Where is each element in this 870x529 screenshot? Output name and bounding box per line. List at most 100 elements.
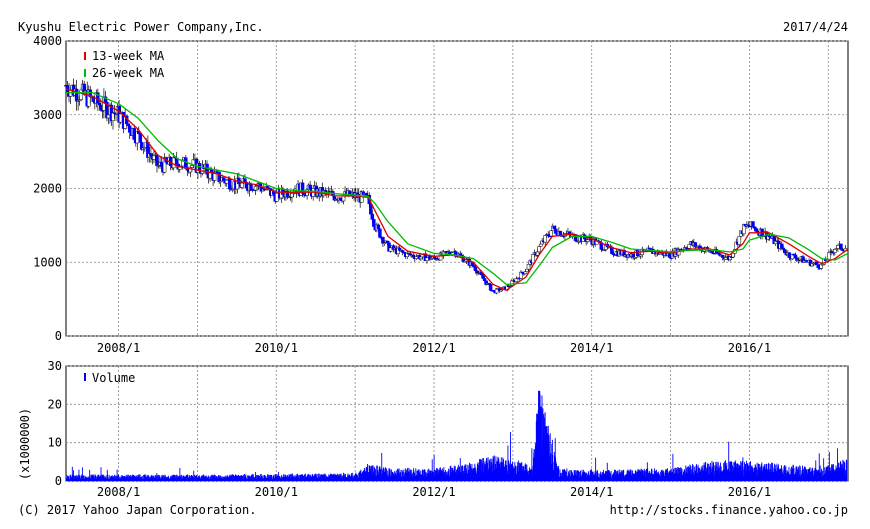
volume-x-axis: 2008/1 2010/1 2012/1 2014/1 2016/1 <box>97 485 771 499</box>
candle-body <box>228 179 232 190</box>
candle-body <box>126 123 130 127</box>
candle-body <box>839 243 843 250</box>
candle-body <box>523 271 528 275</box>
price-y-axis: 0 1000 2000 3000 4000 <box>33 34 62 343</box>
candle-body <box>400 250 405 253</box>
candle-body <box>388 247 393 252</box>
volume-y-tick-label: 30 <box>48 359 62 373</box>
candle-body <box>687 244 692 249</box>
candle-body <box>419 256 423 260</box>
candle-body <box>780 243 784 249</box>
price-x-tick-label: 2014/1 <box>570 341 613 355</box>
candle-body <box>510 280 514 286</box>
candle-body <box>132 128 136 140</box>
candle-body <box>488 284 493 291</box>
volume-y-axis-label: (x1000000) <box>18 408 32 480</box>
volume-x-tick-label: 2010/1 <box>255 485 298 499</box>
candle-body <box>376 224 381 230</box>
candle-body <box>381 237 385 244</box>
volume-x-tick-label: 2012/1 <box>412 485 455 499</box>
price-plot-frame <box>65 40 849 337</box>
price-y-tick-label: 3000 <box>33 108 62 122</box>
candle-body <box>127 125 132 133</box>
candle-body <box>751 221 755 228</box>
candle-body <box>155 154 159 167</box>
candle-body <box>411 254 416 258</box>
candle-body <box>537 246 541 253</box>
price-x-tick-label: 2016/1 <box>728 341 771 355</box>
candle-body <box>473 266 478 272</box>
candle-body <box>816 264 820 268</box>
candle-body <box>720 254 725 258</box>
price-x-tick-label: 2012/1 <box>412 341 455 355</box>
volume-plot-frame <box>65 365 849 482</box>
source-link[interactable]: http://stocks.finance.yahoo.co.jp <box>610 503 848 517</box>
candle-body <box>378 228 382 238</box>
candle-body <box>74 88 79 102</box>
candle-body <box>543 235 547 243</box>
candle-body <box>631 253 635 258</box>
candle-body <box>397 247 402 251</box>
price-y-tick-label: 4000 <box>33 34 62 48</box>
candle-body <box>221 177 226 181</box>
candle-body <box>585 239 590 243</box>
price-x-axis: 2008/1 2010/1 2012/1 2014/1 2016/1 <box>97 341 771 355</box>
copyright-text: (C) 2017 Yahoo Japan Corporation. <box>18 503 256 517</box>
candle-body <box>138 133 143 143</box>
moving-average-lines <box>65 88 849 291</box>
candle-body <box>159 161 164 167</box>
candle-body <box>338 197 343 201</box>
candle-body <box>190 165 194 168</box>
candle-body <box>275 192 279 202</box>
price-x-tick-label: 2008/1 <box>97 341 140 355</box>
price-panel: 0 1000 2000 3000 4000 2008/1 2010/1 2012/1 2014… <box>33 34 849 355</box>
candle-body <box>370 213 375 220</box>
volume-y-tick-label: 0 <box>55 474 62 488</box>
candle-body <box>482 278 487 281</box>
price-y-tick-label: 1000 <box>33 255 62 269</box>
candle-body <box>302 193 306 196</box>
candle-body <box>787 252 792 258</box>
candle-body <box>99 104 103 111</box>
volume-x-tick-label: 2008/1 <box>97 485 140 499</box>
source-url[interactable]: http://stocks.finance.yahoo.co.jp <box>610 503 848 517</box>
price-y-tick-label: 0 <box>55 329 62 343</box>
price-legend: 13-week MA 26-week MA <box>84 49 165 80</box>
candle-body <box>723 257 728 260</box>
candle-body <box>731 252 736 258</box>
legend-label-26-week-ma: 26-week MA <box>92 66 165 80</box>
candle-body <box>97 102 102 106</box>
candle-body <box>635 250 640 257</box>
candle-body <box>538 243 543 247</box>
ma-13-week-line <box>65 88 849 291</box>
chart-date: 2017/4/24 <box>783 20 848 34</box>
candle-body <box>79 89 83 100</box>
volume-x-tick-label: 2016/1 <box>728 485 771 499</box>
legend-swatch-volume <box>84 373 86 381</box>
legend-label-volume: Volume <box>92 371 135 385</box>
candle-body <box>554 228 558 234</box>
volume-y-tick-label: 10 <box>48 436 62 450</box>
candle-body <box>552 225 557 230</box>
volume-grid <box>66 365 848 482</box>
candle-body <box>152 155 156 160</box>
candle-body <box>526 263 531 270</box>
legend-label-13-week-ma: 13-week MA <box>92 49 165 63</box>
candle-body <box>737 235 742 245</box>
candle-body <box>814 261 819 265</box>
candle-body <box>754 228 758 232</box>
volume-panel: 0 10 20 30 2008/1 2010/1 2012/1 2014/1 2016/1 V… <box>18 359 849 499</box>
candle-body <box>118 113 123 123</box>
candle-body <box>171 156 176 169</box>
ma-26-week-line <box>66 91 849 286</box>
candle-body <box>793 254 798 259</box>
candle-body <box>783 249 787 254</box>
price-x-tick-label: 2010/1 <box>255 341 298 355</box>
candle-body <box>240 182 244 188</box>
volume-y-axis: 0 10 20 30 <box>48 359 62 488</box>
candle-body <box>106 114 111 119</box>
legend-swatch-26-week-ma <box>84 69 86 77</box>
candle-body <box>308 184 312 190</box>
volume-bars <box>65 390 848 481</box>
